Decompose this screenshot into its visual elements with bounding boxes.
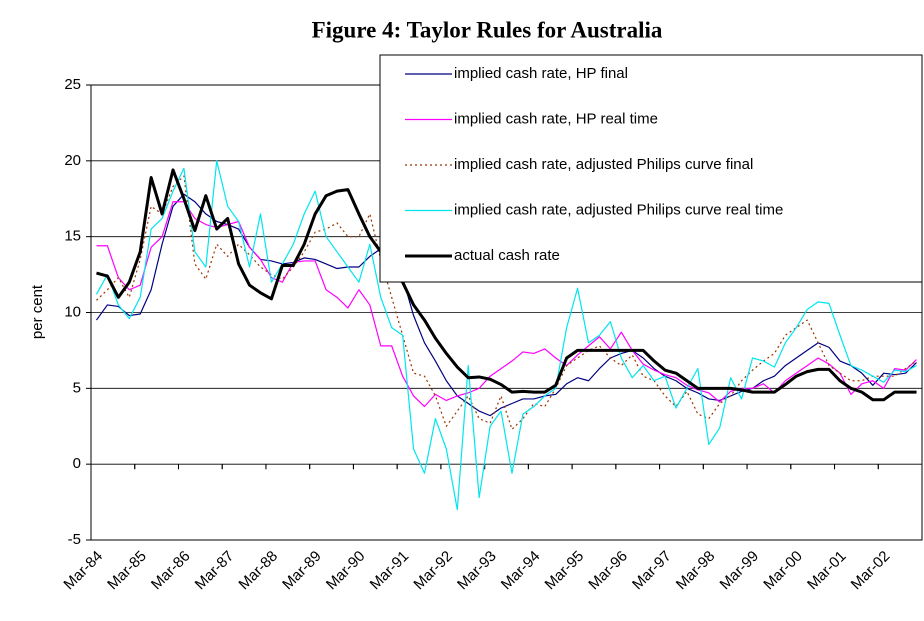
legend-label: implied cash rate, adjusted Philips curv… <box>454 156 753 173</box>
legend-label: implied cash rate, HP final <box>454 65 628 82</box>
x-tick-label: Mar-85 <box>104 548 150 594</box>
x-tick-label: Mar-87 <box>192 548 238 594</box>
x-tick-label: Mar-88 <box>235 548 281 594</box>
x-tick-label: Mar-94 <box>498 548 544 594</box>
y-axis-label: per cent <box>29 284 46 339</box>
x-tick-label: Mar-96 <box>585 548 631 594</box>
y-tick-label: 15 <box>64 228 81 245</box>
legend-label: implied cash rate, HP real time <box>454 110 658 127</box>
chart-title: Figure 4: Taylor Rules for Australia <box>312 17 663 42</box>
y-tick-label: 5 <box>73 379 81 396</box>
y-tick-label: 0 <box>73 455 81 472</box>
x-tick-label: Mar-91 <box>367 548 413 594</box>
series-line <box>96 168 917 402</box>
legend-label: actual cash rate <box>454 247 560 264</box>
legend-label: implied cash rate, adjusted Philips curv… <box>454 201 783 218</box>
y-tick-label: 20 <box>64 152 81 169</box>
x-tick-label: Mar-02 <box>848 548 894 594</box>
x-tick-label: Mar-98 <box>673 548 719 594</box>
x-tick-label: Mar-89 <box>279 548 325 594</box>
x-tick-label: Mar-90 <box>323 548 369 594</box>
series-line <box>96 175 917 430</box>
x-tick-label: Mar-93 <box>454 548 500 594</box>
x-tick-label: Mar-01 <box>804 548 850 594</box>
legend-box <box>379 54 923 283</box>
x-tick-label: Mar-97 <box>629 548 675 594</box>
y-tick-label: -5 <box>68 531 81 548</box>
x-tick-label: Mar-86 <box>148 548 194 594</box>
y-tick-label: 25 <box>64 76 81 93</box>
series-line <box>95 160 917 511</box>
x-tick-label: Mar-00 <box>760 548 806 594</box>
x-tick-label: Mar-99 <box>717 548 763 594</box>
y-tick-label: 10 <box>64 303 81 320</box>
x-tick-label: Mar-92 <box>410 548 456 594</box>
x-tick-label: Mar-84 <box>60 548 106 594</box>
x-tick-label: Mar-95 <box>542 548 588 594</box>
series-line <box>95 193 917 417</box>
